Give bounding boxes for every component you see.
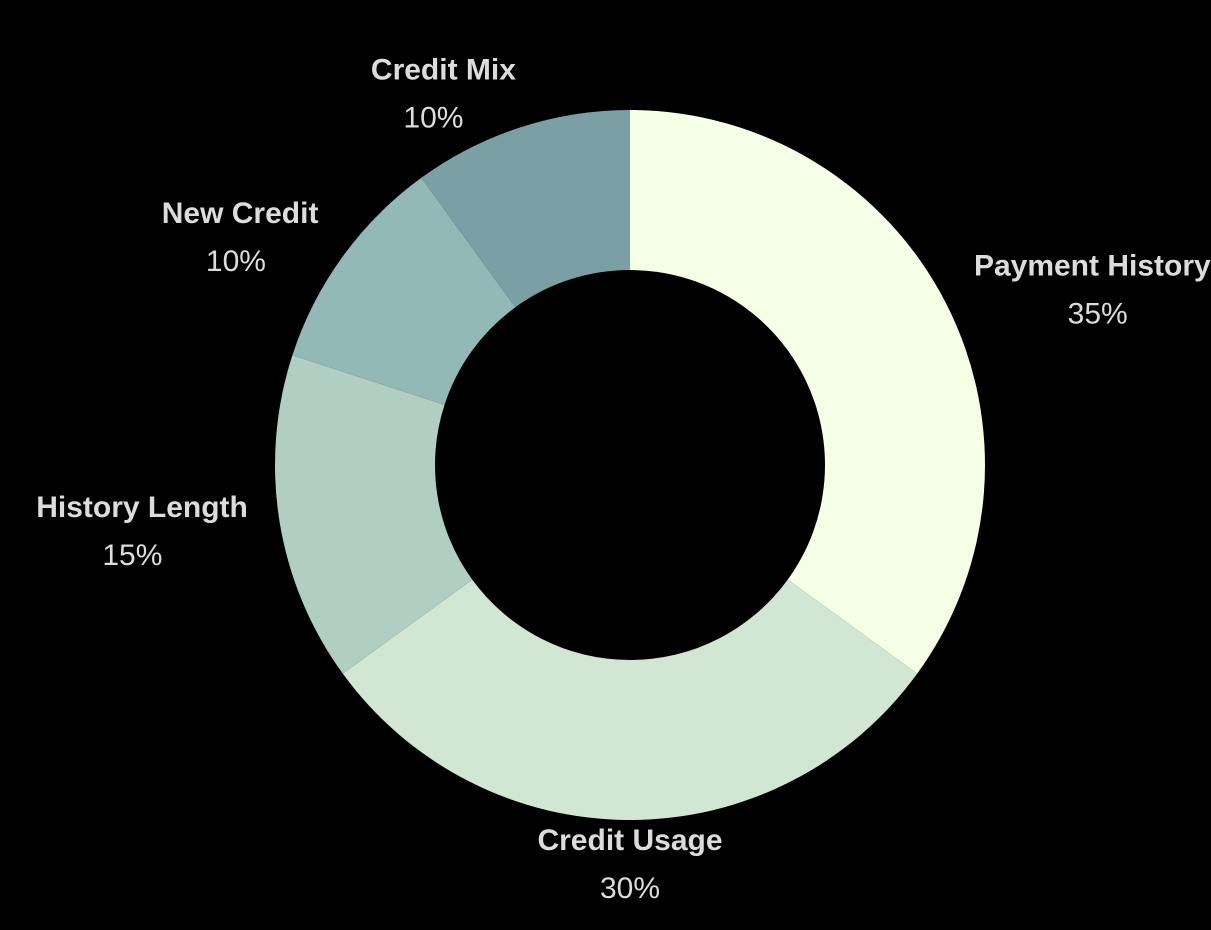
slice-value-payment-history: 35% [1068, 298, 1128, 331]
slice-label-history-length: History Length [36, 491, 248, 524]
slice-value-history-length: 15% [102, 539, 162, 572]
slice-labels: Payment History 35% Credit Usage 30% History… [36, 53, 1211, 905]
slice-credit-usage [342, 579, 918, 820]
slice-history-length [275, 355, 473, 674]
slice-new-credit [292, 177, 516, 405]
slice-value-credit-mix: 10% [403, 101, 463, 134]
slice-label-credit-mix: Credit Mix [371, 53, 516, 86]
slice-label-new-credit: New Credit [162, 197, 319, 230]
slice-label-credit-usage: Credit Usage [537, 824, 722, 857]
slice-value-credit-usage: 30% [600, 872, 660, 905]
slice-value-new-credit: 10% [206, 245, 266, 278]
slice-label-payment-history: Payment History [974, 250, 1211, 283]
slice-payment-history [630, 110, 985, 674]
donut-slices [275, 110, 985, 820]
slice-credit-mix [421, 110, 630, 308]
